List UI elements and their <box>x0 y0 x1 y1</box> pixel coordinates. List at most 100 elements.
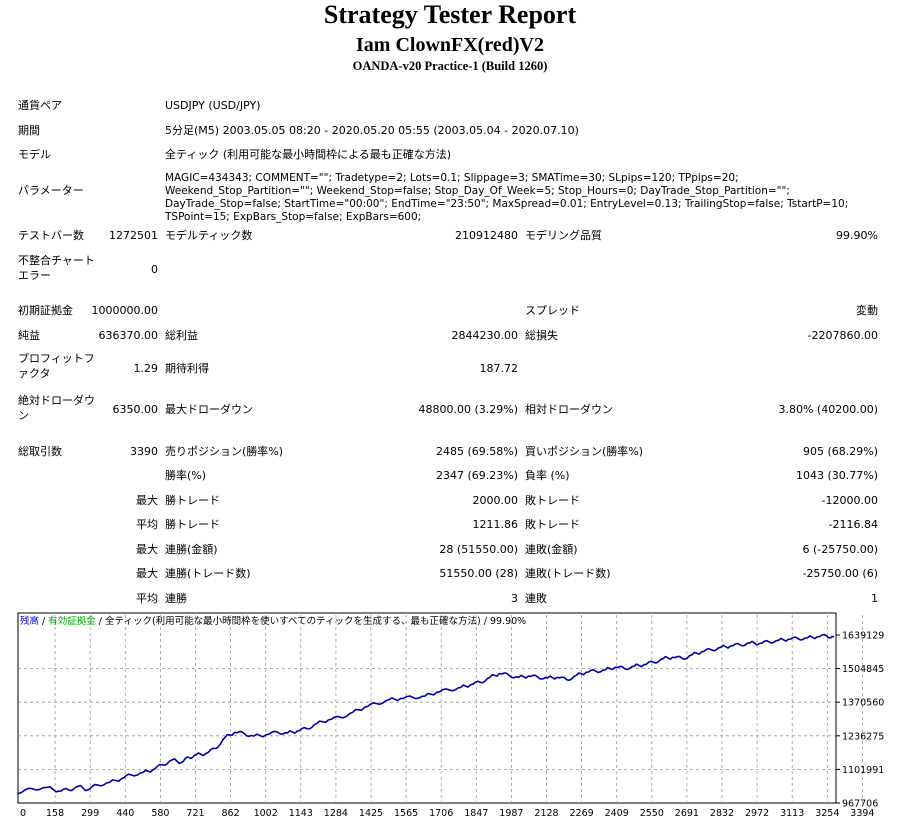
cons-loss-amt-value: 6 (-25750.00) <box>802 543 878 556</box>
avg-cons-loss-value: 1 <box>871 592 878 605</box>
net-label: 純益 <box>18 329 40 342</box>
cons-loss-cnt-value: -25750.00 (6) <box>802 567 878 580</box>
legend-balance: 残高 <box>20 616 40 627</box>
server-build: OANDA-v20 Practice-1 (Build 1260) <box>352 59 548 73</box>
x-tick-label: 440 <box>116 808 134 819</box>
win-rate-label: 勝率(%) <box>165 469 207 482</box>
long-label: 買いポジション(勝率%) <box>525 445 644 458</box>
quality-value: 99.90% <box>836 229 878 242</box>
x-tick-label: 2832 <box>710 808 734 819</box>
x-tick-label: 1002 <box>254 808 278 819</box>
x-tick-label: 2128 <box>534 808 558 819</box>
abs-dd-label: 絶対ドローダウン <box>18 394 95 422</box>
loss-rate-value: 1043 (30.77%) <box>795 469 878 482</box>
max-dd-value: 48800.00 (3.29%) <box>418 403 518 416</box>
mismatch-label: 不整合チャートエラー <box>18 254 95 282</box>
period-value: 5分足(M5) 2003.05.05 08:20 - 2020.05.20 05… <box>165 124 579 137</box>
max-prefix-3: 最大 <box>136 567 158 580</box>
x-tick-label: 299 <box>81 808 99 819</box>
ea-name: Iam ClownFX(red)V2 <box>356 34 544 56</box>
y-tick-label: 1370560 <box>842 698 884 709</box>
x-tick-label: 3113 <box>780 808 804 819</box>
max-loss-value: -12000.00 <box>821 494 878 507</box>
spread-value: 変動 <box>856 304 878 317</box>
max-win-label: 勝トレード <box>165 494 220 507</box>
x-tick-label: 3394 <box>850 808 874 819</box>
chart-frame <box>17 612 837 804</box>
x-tick-label: 0 <box>20 808 26 819</box>
bars-label: テストバー数 <box>18 229 84 242</box>
y-tick-label: 1639129 <box>842 631 884 642</box>
avg-cons-win-label: 連勝 <box>165 592 187 605</box>
x-tick-label: 1425 <box>359 808 383 819</box>
legend-sep: / <box>39 616 49 627</box>
period-label: 期間 <box>18 124 40 137</box>
avg-cons-win-value: 3 <box>511 592 518 605</box>
x-tick-label: 3254 <box>815 808 839 819</box>
cons-win-cnt-value: 51550.00 (28) <box>439 567 518 580</box>
payoff-label: 期待利得 <box>165 362 209 375</box>
chart-x-ticks: 0 158 299 440 580 721 862 1002 1143 1284 1425 1565 1… <box>20 808 874 819</box>
net-value: 636370.00 <box>98 329 159 342</box>
chart-y-ticks: 1639129 1504845 1370560 1236275 1101991 96770… <box>836 631 884 810</box>
chart-header: 残高 / 有効証拠金 / 全ティック(利用可能な最小時間枠を使いすべてのティック… <box>20 616 526 628</box>
legend-equity: 有効証拠金 <box>48 616 96 627</box>
pair-label: 通貨ペア <box>18 99 62 112</box>
max-win-value: 2000.00 <box>472 494 519 507</box>
gross-loss-value: -2207860.00 <box>807 329 878 342</box>
avg-prefix-1: 平均 <box>136 518 158 531</box>
y-tick-label: 1101991 <box>842 765 884 776</box>
params-value: MAGIC=434343; COMMENT=""; Tradetype=2; L… <box>165 172 849 223</box>
max-prefix-2: 最大 <box>136 543 158 556</box>
mismatch-value: 0 <box>151 263 158 276</box>
gross-loss-label: 総損失 <box>525 329 558 342</box>
x-tick-label: 1143 <box>289 808 313 819</box>
avg-loss-value: -2116.84 <box>828 518 878 531</box>
pf-label: プロフィットファクタ <box>18 352 95 380</box>
quality-label: モデリング品質 <box>525 229 602 242</box>
avg-win-value: 1211.86 <box>472 518 519 531</box>
x-tick-label: 1987 <box>499 808 523 819</box>
gross-profit-value: 2844230.00 <box>451 329 518 342</box>
model-label: モデル <box>18 148 51 161</box>
ticks-label: モデルティック数 <box>165 229 253 242</box>
max-dd-label: 最大ドローダウン <box>165 403 253 416</box>
x-tick-label: 2550 <box>640 808 664 819</box>
max-prefix-1: 最大 <box>136 494 158 507</box>
total-value: 3390 <box>130 445 158 458</box>
balance-series-line <box>17 633 835 795</box>
avg-cons-loss-label: 連敗 <box>525 592 547 605</box>
y-tick-label: 1236275 <box>842 731 884 742</box>
x-tick-label: 580 <box>151 808 169 819</box>
x-tick-label: 1284 <box>324 808 348 819</box>
cons-win-amt-label: 連勝(金額) <box>165 543 218 556</box>
spread-label: スプレッド <box>525 304 580 317</box>
model-value: 全ティック (利用可能な最小時間枠による最も正確な方法) <box>165 148 452 161</box>
report-title: Strategy Tester Report <box>323 0 577 29</box>
deposit-value: 1000000.00 <box>91 304 158 317</box>
avg-prefix-2: 平均 <box>136 592 158 605</box>
x-tick-label: 158 <box>46 808 64 819</box>
avg-win-label: 勝トレード <box>165 518 220 531</box>
rel-dd-value: 3.80% (40200.00) <box>778 403 878 416</box>
abs-dd-value: 6350.00 <box>112 403 159 416</box>
cons-win-amt-value: 28 (51550.00) <box>439 543 518 556</box>
deposit-label: 初期証拠金 <box>18 304 73 317</box>
cons-loss-amt-label: 連敗(金額) <box>525 543 578 556</box>
short-label: 売りポジション(勝率%) <box>165 445 284 458</box>
x-tick-label: 2972 <box>745 808 769 819</box>
bars-value: 1272501 <box>109 229 158 242</box>
cons-win-cnt-label: 連勝(トレード数) <box>165 567 251 580</box>
pf-value: 1.29 <box>133 362 159 375</box>
x-tick-label: 2269 <box>570 808 594 819</box>
x-tick-label: 862 <box>222 808 240 819</box>
loss-rate-label: 負率 (%) <box>525 469 570 482</box>
x-tick-label: 721 <box>186 808 204 819</box>
y-tick-label: 967706 <box>842 799 878 810</box>
cons-loss-cnt-label: 連敗(トレード数) <box>525 567 611 580</box>
total-label: 総取引数 <box>18 445 62 458</box>
chart-series <box>17 633 835 795</box>
x-tick-label: 1847 <box>464 808 488 819</box>
chart-grid <box>18 615 863 803</box>
legend-rest: / 全ティック(利用可能な最小時間枠を使いすべてのティックを生成する、最も正確な… <box>95 616 527 627</box>
